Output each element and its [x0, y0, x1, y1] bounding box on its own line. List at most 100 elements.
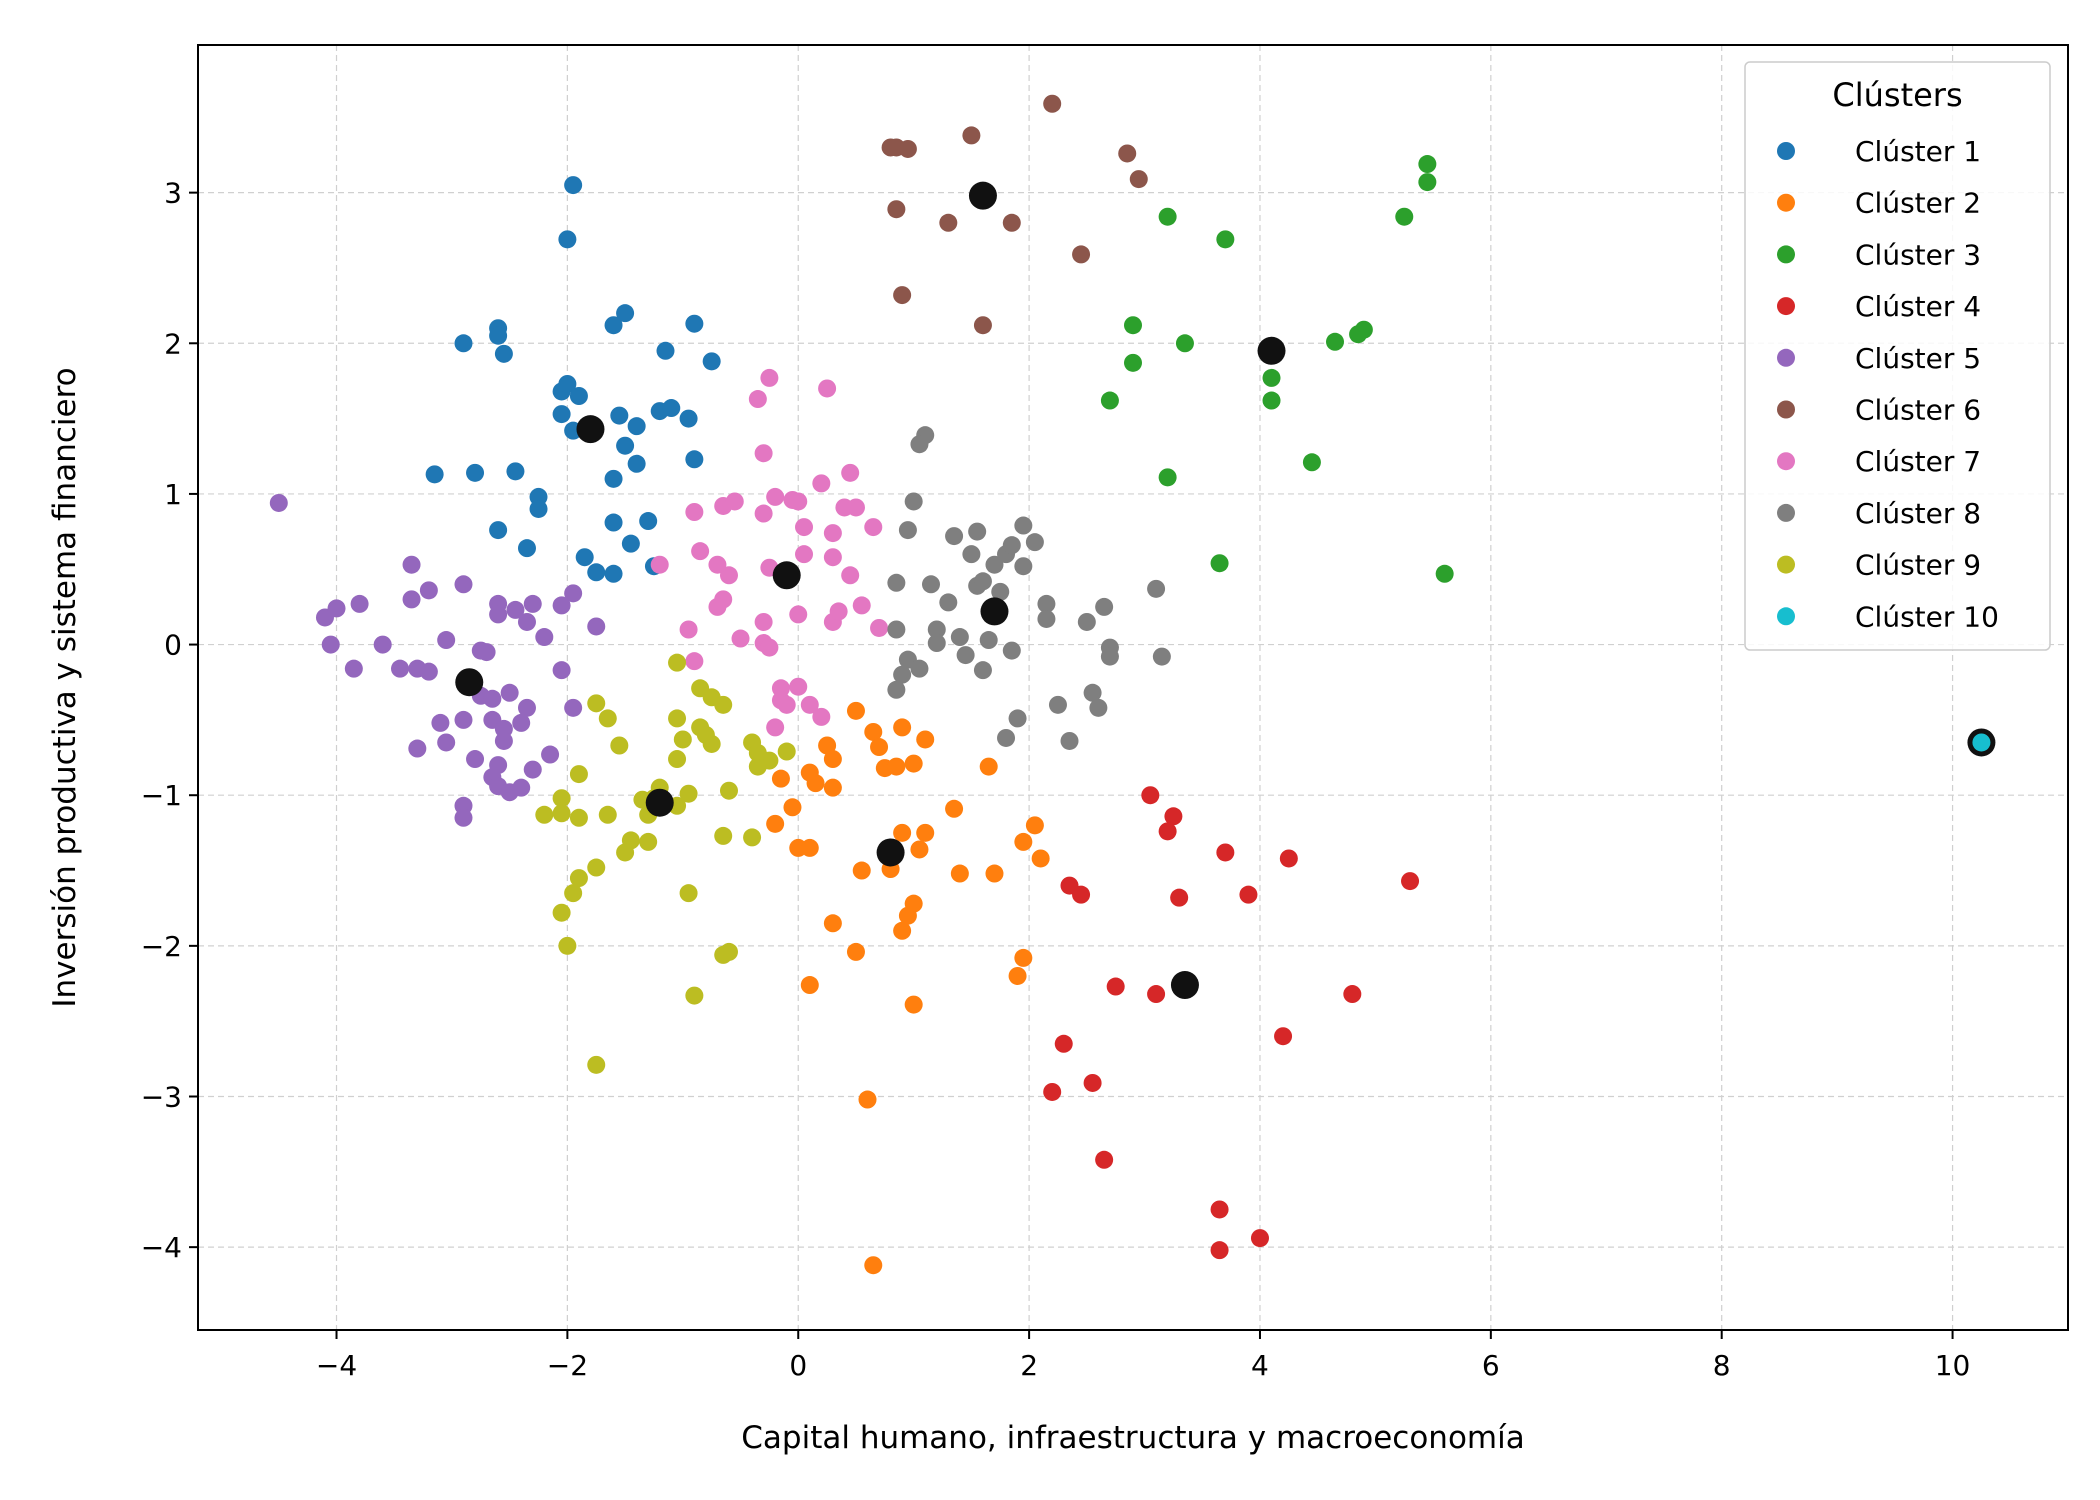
cluster-1-point	[529, 499, 548, 518]
cluster-5-point	[483, 689, 502, 708]
cluster-8-point	[1060, 731, 1079, 750]
y-tick-label: 2	[164, 327, 182, 360]
cluster-1-point	[558, 374, 577, 393]
x-tick-label: −4	[316, 1349, 357, 1382]
cluster-4-point	[1210, 1200, 1229, 1219]
cluster-9-point	[552, 789, 571, 808]
cluster-3-point	[1354, 320, 1373, 339]
cluster-8-point	[1037, 609, 1056, 628]
cluster-1-point	[679, 409, 698, 428]
cluster-7-point	[812, 474, 831, 493]
cluster-8-point	[927, 620, 946, 639]
cluster-9-point	[714, 695, 733, 714]
y-tick-label: −2	[141, 930, 182, 963]
cluster-7-point	[766, 487, 785, 506]
cluster-7-point	[679, 620, 698, 639]
cluster-5-point	[269, 493, 288, 512]
cluster-9-point	[668, 653, 687, 672]
cluster-6-point	[1002, 213, 1021, 232]
cluster-4-point	[1141, 786, 1160, 805]
cluster-5-point	[517, 612, 536, 631]
cluster-8-point	[1077, 612, 1096, 631]
legend-marker	[1777, 503, 1795, 522]
cluster-1-point	[610, 406, 629, 425]
cluster-9-point	[777, 742, 796, 761]
cluster-7-point	[691, 542, 710, 561]
centroid-markers	[455, 181, 1996, 1000]
cluster-2-point	[904, 894, 923, 913]
cluster-2-point	[893, 921, 912, 940]
cluster-3-point	[1302, 453, 1321, 472]
cluster-7-point	[760, 638, 779, 657]
cluster-5-point	[419, 662, 438, 681]
cluster-7-point	[823, 524, 842, 543]
cluster-2-point	[771, 769, 790, 788]
legend-items: Clúster 1 Clúster 2 Clúster 3 Clúster 4 Clús…	[1777, 135, 1999, 633]
cluster-3-point	[1326, 332, 1345, 351]
cluster-7-point	[870, 618, 889, 637]
cluster-5-point	[564, 698, 583, 717]
x-axis-label: Capital humano, infraestructura y macroe…	[741, 1420, 1524, 1456]
cluster-3-point	[1124, 353, 1142, 372]
cluster-1-point	[604, 469, 623, 488]
cluster-7-point	[800, 695, 819, 714]
cluster-5-point	[327, 599, 346, 618]
cluster-9-point	[668, 709, 687, 728]
centroid-marker	[1257, 336, 1286, 365]
cluster-5-point	[321, 635, 340, 654]
centroid-marker	[645, 788, 674, 817]
cluster-9-point	[719, 942, 738, 961]
cluster-2-point	[846, 942, 865, 961]
cluster-5-point	[350, 594, 369, 613]
cluster-4-point	[1343, 985, 1362, 1004]
x-tick-label: 4	[1251, 1349, 1269, 1382]
cluster-1-point	[552, 405, 571, 424]
cluster-7-point	[777, 695, 796, 714]
cluster-7-point	[708, 555, 727, 574]
plot-frame	[197, 44, 2069, 1331]
cluster-6-point	[893, 286, 912, 305]
cluster-5-point	[564, 584, 583, 603]
legend-label: Clúster 8	[1855, 497, 1981, 530]
cluster-9-point	[558, 936, 577, 955]
cluster-2-point	[846, 701, 865, 720]
cluster-5-point	[541, 745, 560, 764]
cluster-9-point	[569, 765, 588, 784]
cluster-5-point	[500, 683, 519, 702]
cluster-2-point	[1025, 816, 1044, 835]
cluster-8-point	[1048, 695, 1067, 714]
cluster-3-point	[1262, 391, 1281, 410]
x-tick-label: 2	[1020, 1349, 1038, 1382]
cluster-8-point	[939, 593, 958, 612]
legend-marker	[1777, 607, 1795, 626]
cluster-9-point	[535, 805, 554, 824]
cluster-8-point	[1100, 647, 1119, 666]
cluster-4-point	[1164, 807, 1183, 826]
cluster-2-point	[910, 840, 929, 859]
cluster-7-point	[812, 707, 831, 726]
cluster-8-point	[1008, 709, 1027, 728]
legend-marker	[1777, 297, 1795, 316]
cluster-8-point	[1083, 683, 1102, 702]
cluster-4-point	[1043, 1082, 1062, 1101]
cluster-6-point	[1129, 170, 1148, 189]
cluster-1-point	[662, 399, 681, 418]
cluster-7-point	[829, 602, 848, 621]
legend-marker	[1777, 142, 1795, 160]
cluster-4-point	[1072, 885, 1091, 904]
cluster-8-point	[910, 659, 929, 678]
cluster-7-point	[789, 677, 808, 696]
x-tick-label: 8	[1713, 1349, 1731, 1382]
centroid-marker	[876, 838, 905, 867]
cluster-5-point	[454, 575, 473, 594]
cluster-1-point	[575, 548, 594, 567]
y-tick-label: −3	[141, 1081, 182, 1114]
cluster-4-point	[1274, 1027, 1293, 1046]
cluster-2-point	[806, 774, 825, 793]
cluster-1-point	[639, 512, 658, 531]
cluster-7-point	[864, 518, 883, 537]
cluster-1-point	[517, 539, 536, 558]
cluster-3-point	[1395, 207, 1414, 226]
cluster-3-point	[1175, 334, 1194, 353]
cluster-9-point	[598, 805, 617, 824]
